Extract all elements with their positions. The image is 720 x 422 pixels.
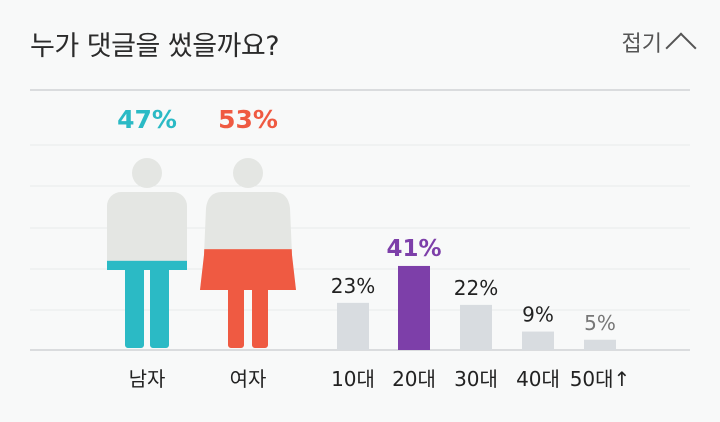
age-bar — [460, 304, 492, 350]
age-category-label: 30대 — [454, 367, 498, 391]
age-category-label: 20대 — [392, 367, 436, 391]
collapse-button[interactable]: 접기 — [621, 26, 697, 64]
age-bar — [584, 339, 616, 350]
age-bar-value: 41% — [386, 236, 441, 262]
age-bar-value: 5% — [584, 311, 616, 335]
age-bar — [522, 331, 554, 350]
age-bar-value: 9% — [522, 303, 554, 327]
age-bar — [337, 302, 369, 350]
chart-title: 누가 댓글을 썼을까요? — [30, 31, 280, 62]
age-bar-value: 23% — [331, 274, 375, 298]
female-percent: 53% — [218, 105, 278, 134]
female-label: 여자 — [230, 367, 267, 391]
age-bar-chart: 23% 10대 41% 20대 22% 30대 9% 40대 5% 50대↑ — [331, 236, 631, 391]
age-bar-value: 22% — [454, 276, 498, 300]
age-category-label: 40대 — [516, 367, 560, 391]
age-bar — [398, 265, 430, 350]
age-category-label: 10대 — [331, 367, 375, 391]
collapse-label: 접기 — [621, 32, 662, 57]
age-category-label: 50대↑ — [570, 367, 631, 391]
male-percent: 47% — [117, 105, 177, 134]
male-label: 남자 — [129, 367, 166, 391]
